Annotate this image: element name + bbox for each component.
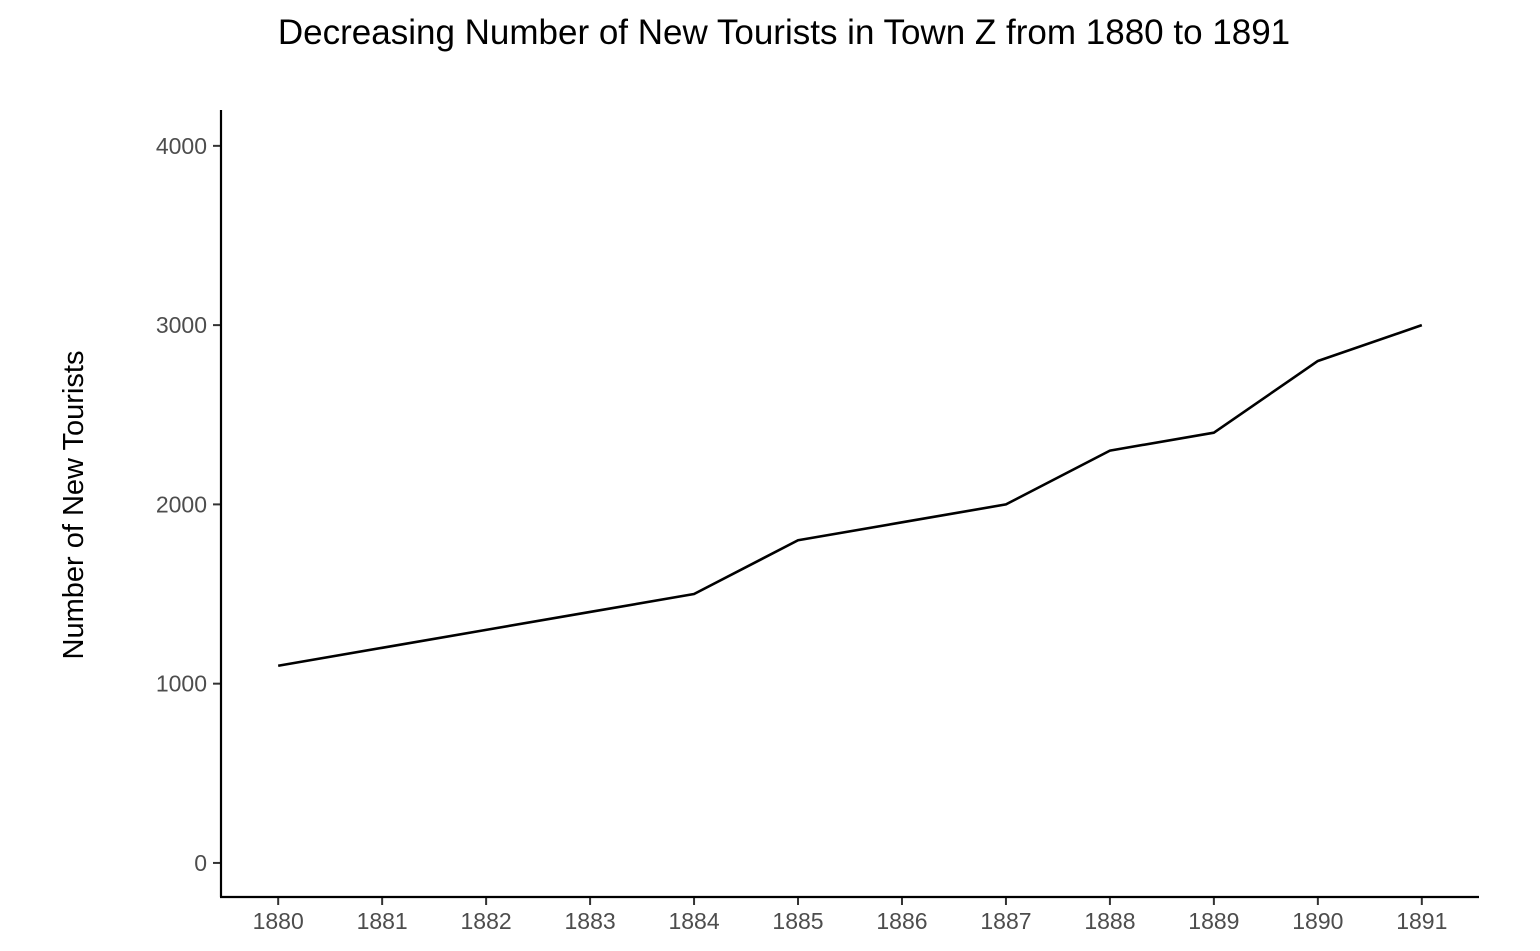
- y-tick-label: 3000: [156, 312, 207, 338]
- x-tick-label: 1891: [1396, 908, 1447, 934]
- x-tick-label: 1885: [772, 908, 823, 934]
- x-tick-label: 1883: [564, 908, 615, 934]
- x-tick-label: 1890: [1292, 908, 1343, 934]
- x-tick-label: 1886: [876, 908, 927, 934]
- x-tick-label: 1889: [1188, 908, 1239, 934]
- series-line: [277, 323, 1423, 668]
- x-tick-label: 1887: [980, 908, 1031, 934]
- y-axis-ticks: 0 1000 2000 3000 4000: [156, 133, 221, 876]
- x-tick-label: 1884: [668, 908, 719, 934]
- y-tick-label: 4000: [156, 133, 207, 159]
- y-tick-label: 0: [194, 850, 207, 876]
- x-tick-label: 1882: [461, 908, 512, 934]
- x-tick-label: 1880: [253, 908, 304, 934]
- y-axis-label: Number of New Tourists: [58, 351, 90, 660]
- chart-title: Decreasing Number of New Tourists in Tow…: [278, 13, 1290, 52]
- y-tick-label: 2000: [156, 491, 207, 517]
- y-tick-label: 1000: [156, 671, 207, 697]
- x-tick-label: 1881: [357, 908, 408, 934]
- x-axis-ticks: 1880 1881 1882 1883 1884 1885 1886 1887 1888 1889…: [253, 897, 1447, 934]
- x-tick-label: 1888: [1084, 908, 1135, 934]
